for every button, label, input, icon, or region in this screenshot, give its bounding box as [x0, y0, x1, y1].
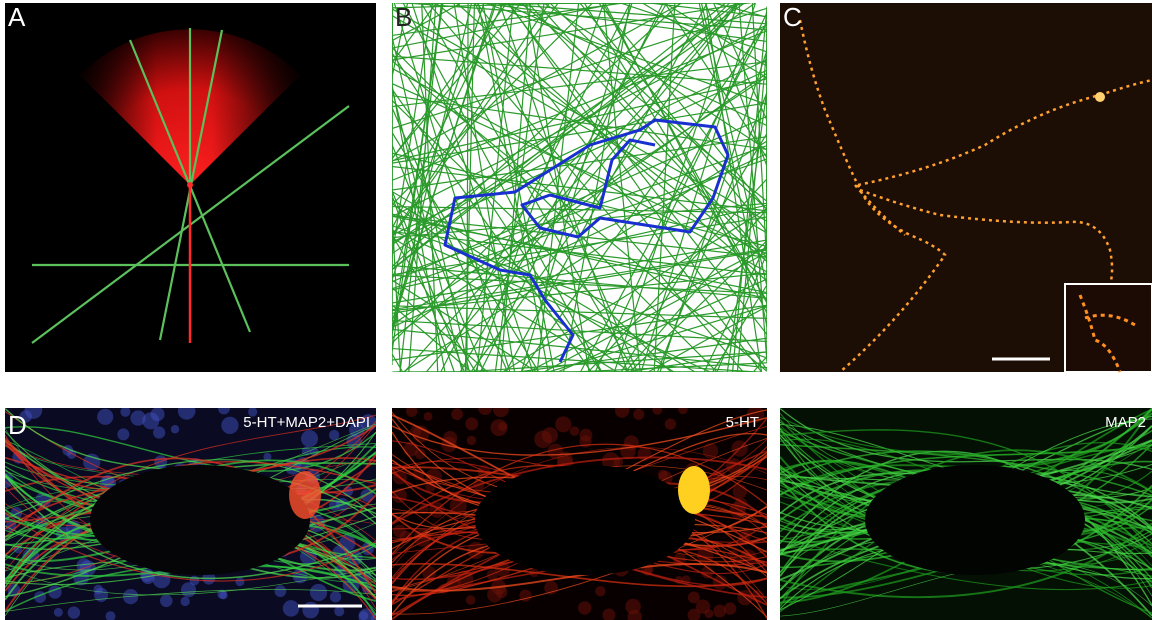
texture: [579, 429, 592, 442]
texture: [724, 602, 736, 614]
texture: [310, 584, 327, 601]
texture: [97, 409, 113, 425]
texture: [393, 525, 406, 538]
texture: [493, 401, 509, 417]
texture: [120, 407, 130, 417]
texture: [171, 425, 179, 433]
channel-label: 5-HT+MAP2+DAPI: [243, 414, 370, 431]
figure: A B C D 5-HT+MAP2+DAPI: [0, 0, 1152, 620]
texture: [478, 401, 492, 415]
texture: [638, 447, 652, 461]
texture: [160, 595, 173, 608]
texture: [703, 443, 719, 459]
texture: [733, 484, 747, 498]
texture: [665, 418, 676, 429]
texture: [181, 582, 196, 597]
texture: [658, 470, 668, 480]
texture: [68, 606, 80, 618]
panel-c: C: [780, 2, 1152, 372]
texture: [178, 402, 196, 420]
texture: [235, 577, 244, 586]
page: A B C D 5-HT+MAP2+DAPI: [0, 0, 1152, 620]
panel-map2: MAP2: [780, 408, 1152, 620]
texture: [334, 606, 344, 616]
texture: [275, 585, 287, 597]
texture: [302, 602, 319, 619]
texture: [615, 404, 629, 418]
texture: [424, 412, 433, 421]
texture: [151, 407, 165, 421]
panel-d-merge: D 5-HT+MAP2+DAPI: [0, 401, 381, 620]
texture: [219, 591, 227, 599]
texture: [301, 430, 318, 447]
texture: [544, 581, 558, 595]
texture: [633, 409, 644, 420]
texture: [465, 417, 478, 430]
texture: [329, 430, 339, 440]
texture: [678, 404, 688, 414]
texture: [117, 428, 129, 440]
panel-label: A: [8, 2, 26, 32]
panel-a: A: [5, 2, 376, 372]
texture: [54, 608, 63, 617]
texture: [153, 426, 165, 438]
panel-label: B: [395, 2, 412, 32]
texture: [595, 586, 605, 596]
panel-5ht: 5-HT: [392, 401, 767, 620]
texture: [487, 587, 502, 602]
panel-b: B: [392, 2, 767, 372]
texture: [451, 408, 463, 420]
channel-label: MAP2: [1105, 414, 1146, 431]
texture: [555, 416, 571, 432]
texture: [221, 417, 238, 434]
texture: [542, 427, 558, 443]
panel-label: D: [8, 410, 27, 440]
texture: [130, 410, 145, 425]
texture: [652, 405, 662, 415]
texture: [283, 600, 299, 616]
channel-label: 5-HT: [726, 414, 759, 431]
texture: [578, 601, 591, 614]
texture: [696, 600, 710, 614]
texture: [180, 597, 189, 606]
texture: [570, 426, 580, 436]
texture: [466, 595, 475, 604]
texture: [218, 402, 230, 414]
texture: [339, 535, 355, 551]
texture: [330, 591, 341, 602]
texture: [467, 436, 476, 445]
panel-label: C: [783, 2, 802, 32]
texture: [713, 605, 726, 618]
texture: [498, 422, 507, 431]
texture: [25, 401, 43, 419]
texture: [406, 405, 417, 416]
